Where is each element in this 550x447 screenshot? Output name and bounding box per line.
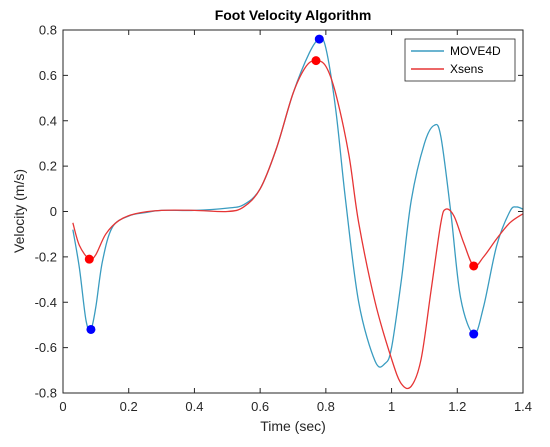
marker-xsens-4: [311, 56, 321, 66]
x-tick-label-2: 0.4: [185, 399, 203, 414]
x-tick-label-1: 0.2: [120, 399, 138, 414]
marker-move4d-1: [314, 34, 324, 44]
y-tick-label-5: 0.2: [39, 159, 57, 174]
x-axis-title: Time (sec): [260, 418, 326, 434]
y-tick-label-6: 0.4: [39, 113, 57, 128]
marker-xsens-3: [84, 254, 94, 264]
y-tick-label-3: -0.2: [35, 249, 57, 264]
y-tick-label-8: 0.8: [39, 23, 57, 38]
marker-move4d-0: [86, 324, 96, 334]
y-tick-label-7: 0.6: [39, 68, 57, 83]
x-tick-label-3: 0.6: [251, 399, 269, 414]
x-tick-label-5: 1: [388, 399, 395, 414]
legend-label-xsens: Xsens: [450, 62, 483, 76]
plot-area: [63, 30, 523, 393]
y-tick-labels: -0.8 -0.6 -0.4 -0.2 0 0.2 0.4 0.6 0.8: [35, 23, 57, 401]
legend: MOVE4D Xsens: [404, 38, 516, 82]
series-lines: [72, 37, 524, 390]
marker-xsens-5: [469, 261, 479, 271]
y-tick-label-1: -0.6: [35, 340, 57, 355]
x-tick-label-6: 1.2: [448, 399, 466, 414]
series-markers: [84, 34, 479, 339]
y-tick-label-0: -0.8: [35, 386, 57, 401]
y-tick-label-2: -0.4: [35, 295, 57, 310]
y-axis-title: Velocity (m/s): [11, 169, 27, 253]
chart-title: Foot Velocity Algorithm: [215, 7, 372, 23]
x-tick-label-4: 0.8: [317, 399, 335, 414]
y-tick-label-4: 0: [50, 204, 57, 219]
legend-label-move4d: MOVE4D: [450, 44, 501, 58]
marker-move4d-2: [469, 329, 479, 339]
x-tick-labels: 0 0.2 0.4 0.6 0.8 1 1.2 1.4: [59, 399, 532, 414]
series-line-xsens: [72, 59, 524, 390]
x-tick-label-0: 0: [59, 399, 66, 414]
x-tick-label-7: 1.4: [514, 399, 532, 414]
axis-ticks: [62, 29, 524, 394]
legend-box: [404, 38, 516, 82]
